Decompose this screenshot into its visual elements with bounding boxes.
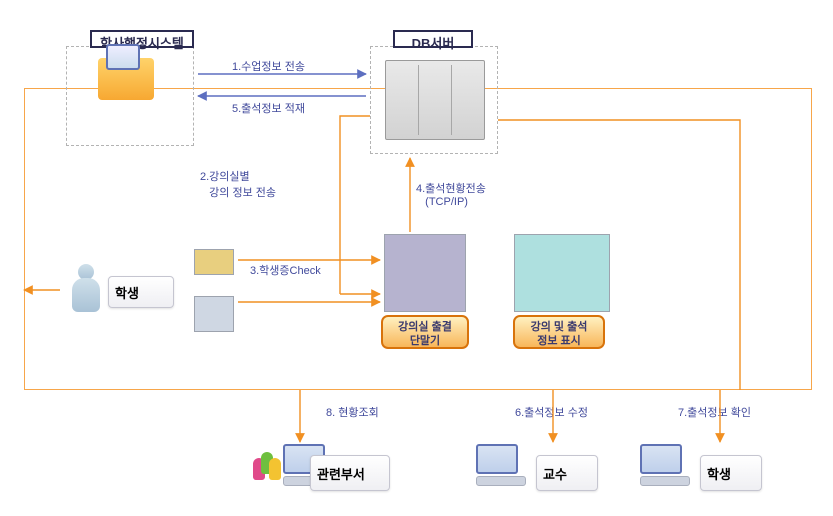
node-dept: 관련부서 bbox=[310, 455, 390, 491]
prof-icon bbox=[476, 444, 526, 486]
node-student2-label: 학생 bbox=[707, 464, 731, 483]
node-student-label: 학생 bbox=[115, 283, 139, 302]
node-student2: 학생 bbox=[700, 455, 762, 491]
label-7: 7.출석정보 확인 bbox=[678, 404, 751, 420]
node-prof-label: 교수 bbox=[543, 464, 567, 483]
server-icon bbox=[385, 60, 485, 140]
node-prof: 교수 bbox=[536, 455, 598, 491]
node-dept-label: 관련부서 bbox=[317, 464, 365, 483]
photo-idcard bbox=[194, 249, 234, 275]
photo-phone bbox=[194, 296, 234, 332]
label-5: 5.출석정보 적재 bbox=[232, 100, 305, 116]
label-2: 2.강의실별 강의 정보 전송 bbox=[200, 168, 276, 200]
pill-terminal: 강의실 출결단말기 bbox=[381, 315, 469, 349]
node-student: 학생 bbox=[108, 276, 174, 308]
academic-system-icon bbox=[98, 58, 154, 100]
label-6: 6.출석정보 수정 bbox=[515, 404, 588, 420]
student-icon bbox=[66, 264, 106, 314]
label-3: 3.학생증Check bbox=[250, 262, 321, 278]
label-1: 1.수업정보 전송 bbox=[232, 58, 305, 74]
pill-display: 강의 및 출석정보 표시 bbox=[513, 315, 605, 349]
photo-display bbox=[514, 234, 610, 312]
label-4: 4.출석현황전송 (TCP/IP) bbox=[416, 180, 486, 208]
photo-terminal bbox=[384, 234, 466, 312]
title-db-server: DB서버 bbox=[393, 30, 473, 48]
label-8: 8. 현황조회 bbox=[326, 404, 379, 420]
student2-icon bbox=[640, 444, 690, 486]
